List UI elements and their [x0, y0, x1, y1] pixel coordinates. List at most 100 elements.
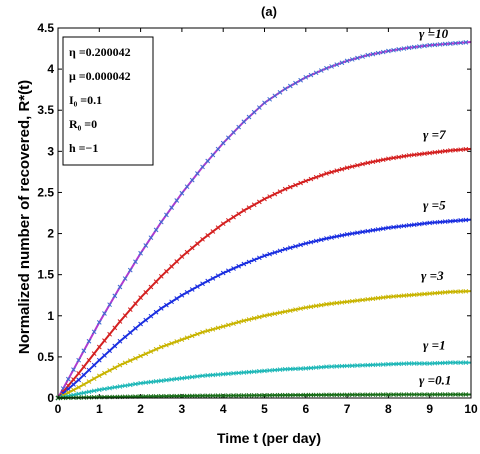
- data-marker: [272, 392, 278, 398]
- parameter-box-frame: [62, 36, 154, 166]
- series-4: [55, 288, 472, 401]
- data-marker: [318, 173, 324, 178]
- data-marker: [246, 205, 252, 211]
- data-marker: [277, 310, 283, 316]
- data-marker: [184, 289, 190, 295]
- data-marker: [349, 57, 355, 62]
- data-marker: [282, 246, 288, 252]
- data-marker: [65, 386, 71, 392]
- data-marker: [81, 364, 87, 370]
- data-marker: [200, 329, 205, 335]
- data-marker: [370, 296, 376, 302]
- data-marker: [169, 205, 174, 211]
- data-marker: [267, 194, 273, 199]
- data-marker: [184, 335, 190, 341]
- data-marker: [453, 147, 458, 153]
- data-marker: [226, 268, 231, 274]
- data-marker: [437, 360, 443, 366]
- series-line: [57, 147, 472, 399]
- data-marker: [375, 295, 381, 301]
- data-marker: [432, 42, 438, 48]
- data-marker: [447, 41, 453, 46]
- data-marker: [334, 168, 340, 174]
- data-marker: [380, 49, 386, 55]
- data-marker: [112, 384, 118, 390]
- data-marker: [262, 392, 267, 398]
- data-marker: [231, 130, 236, 135]
- data-marker: [344, 58, 350, 64]
- data-marker: [298, 366, 303, 371]
- data-marker: [277, 89, 283, 95]
- data-marker: [411, 222, 417, 228]
- data-marker: [318, 392, 324, 398]
- data-marker: [215, 225, 221, 230]
- data-marker: [303, 241, 309, 246]
- data-marker: [458, 147, 464, 153]
- data-marker: [102, 353, 107, 358]
- x-tick-label: 7: [344, 402, 351, 416]
- data-marker: [442, 360, 448, 366]
- data-marker: [324, 65, 329, 71]
- series-line: [57, 290, 472, 399]
- data-marker: [334, 234, 340, 239]
- data-marker: [375, 227, 381, 232]
- data-marker: [112, 325, 118, 331]
- x-tick-label: 2: [137, 402, 144, 416]
- data-marker: [308, 392, 314, 398]
- data-marker: [205, 278, 211, 284]
- data-marker: [334, 62, 340, 67]
- data-marker: [215, 372, 221, 377]
- data-marker: [153, 346, 159, 352]
- data-marker: [298, 180, 303, 186]
- data-marker: [91, 376, 97, 382]
- data-marker: [442, 289, 448, 295]
- data-marker: [458, 40, 464, 46]
- data-marker: [447, 218, 453, 224]
- data-marker: [122, 276, 128, 281]
- series-1: [55, 40, 472, 401]
- data-marker: [158, 378, 164, 384]
- series-line: [57, 361, 471, 399]
- data-marker: [370, 51, 376, 57]
- data-marker: [164, 342, 169, 348]
- data-marker: [313, 303, 319, 309]
- data-marker: [117, 319, 123, 324]
- data-marker: [133, 259, 138, 265]
- data-marker: [453, 289, 458, 295]
- data-marker: [401, 223, 407, 229]
- data-marker: [210, 152, 216, 158]
- data-marker: [417, 292, 422, 297]
- data-marker: [308, 304, 314, 310]
- data-marker: [184, 375, 190, 381]
- data-marker: [417, 44, 422, 49]
- data-marker: [210, 372, 216, 378]
- data-marker: [122, 360, 128, 366]
- y-tick-label: 1: [47, 309, 54, 323]
- data-marker: [205, 158, 211, 164]
- data-marker: [458, 392, 464, 397]
- data-marker: [138, 353, 143, 359]
- data-marker: [86, 389, 92, 395]
- data-marker: [236, 124, 242, 130]
- data-marker: [127, 382, 133, 388]
- data-marker: [81, 395, 87, 400]
- data-marker: [355, 298, 360, 303]
- data-marker: [437, 392, 443, 397]
- data-marker: [442, 219, 448, 224]
- data-marker: [112, 293, 118, 299]
- data-marker: [189, 374, 195, 380]
- data-marker: [81, 390, 87, 396]
- data-marker: [174, 296, 180, 301]
- data-marker: [437, 149, 443, 155]
- data-marker: [282, 309, 288, 315]
- data-marker: [422, 361, 427, 366]
- series-6: [55, 392, 471, 401]
- data-marker: [215, 325, 221, 331]
- data-marker: [432, 150, 438, 155]
- series-label: γ =7: [423, 127, 446, 142]
- data-marker: [437, 219, 443, 225]
- data-marker: [313, 70, 319, 76]
- data-marker: [442, 41, 448, 47]
- data-marker: [411, 152, 417, 158]
- data-marker: [96, 320, 102, 325]
